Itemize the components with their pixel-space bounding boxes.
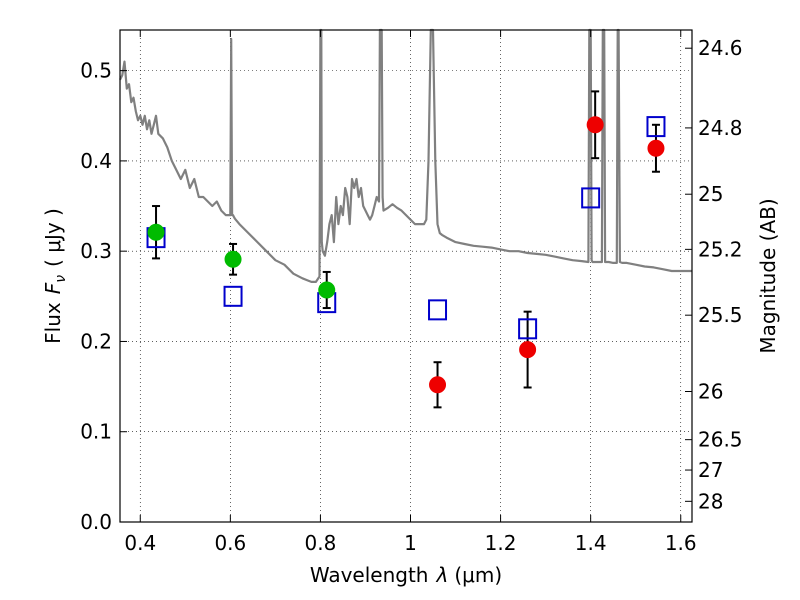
y2-tick-label: 28 [698,489,723,513]
optical-flux-point [318,281,336,299]
y2-tick-label: 24.8 [698,116,743,140]
predicted-flux-square [518,318,538,340]
y2-tick-label: 25.2 [698,237,743,261]
y2-tick-label: 24.6 [698,36,743,60]
y-tick-labels: 0.0 0.1 0.2 0.3 0.4 0.5 [80,59,112,534]
x-axis-label: Wavelength λ (μm) [310,563,502,587]
y2-tick-label: 26 [698,380,723,404]
y-tick-label: 0.4 [80,149,112,173]
optical-flux-point [224,250,242,268]
observed-flux-layer [147,116,665,394]
y-tick-label: 0.3 [80,239,112,263]
x-tick-label: 0.8 [305,531,337,555]
x-tick-label: 1.2 [485,531,517,555]
y-tick-label: 0.0 [80,510,112,534]
plot-frame [119,29,693,523]
y2-tick-label: 25 [698,182,723,206]
predicted-flux-square [428,299,448,321]
y2-tick-label: 27 [698,458,723,482]
x-tick-labels: 0.4 0.6 0.8 1 1.2 1.4 1.6 [124,531,696,555]
y-tick-label: 0.2 [80,329,112,353]
nir-flux-point [519,341,537,359]
y-tick-label: 0.1 [80,420,112,444]
axis-ticks [120,30,692,523]
nir-flux-point [647,139,665,157]
predicted-flux-square [646,116,666,138]
grid-lines [120,30,692,522]
predicted-flux-square [581,187,601,209]
nir-flux-point [429,376,447,394]
nir-flux-point [586,116,604,134]
x-tick-label: 1 [404,531,417,555]
x-tick-label: 1.4 [575,531,607,555]
y2-axis-label: Magnitude (AB) [756,198,780,353]
y2-tick-label: 25.5 [698,303,743,327]
predicted-flux-square [223,285,243,307]
optical-flux-point [147,223,165,241]
x-tick-label: 0.4 [124,531,156,555]
x-tick-label: 1.6 [665,531,697,555]
y-axis-label: FluxFν( μJy ) [41,208,69,344]
y2-tick-labels: 24.6 24.8 25 25.2 25.5 26 26.5 27 28 [698,36,743,513]
y-tick-label: 0.5 [80,59,112,83]
y2-tick-label: 26.5 [698,428,743,452]
x-tick-label: 0.6 [214,531,246,555]
